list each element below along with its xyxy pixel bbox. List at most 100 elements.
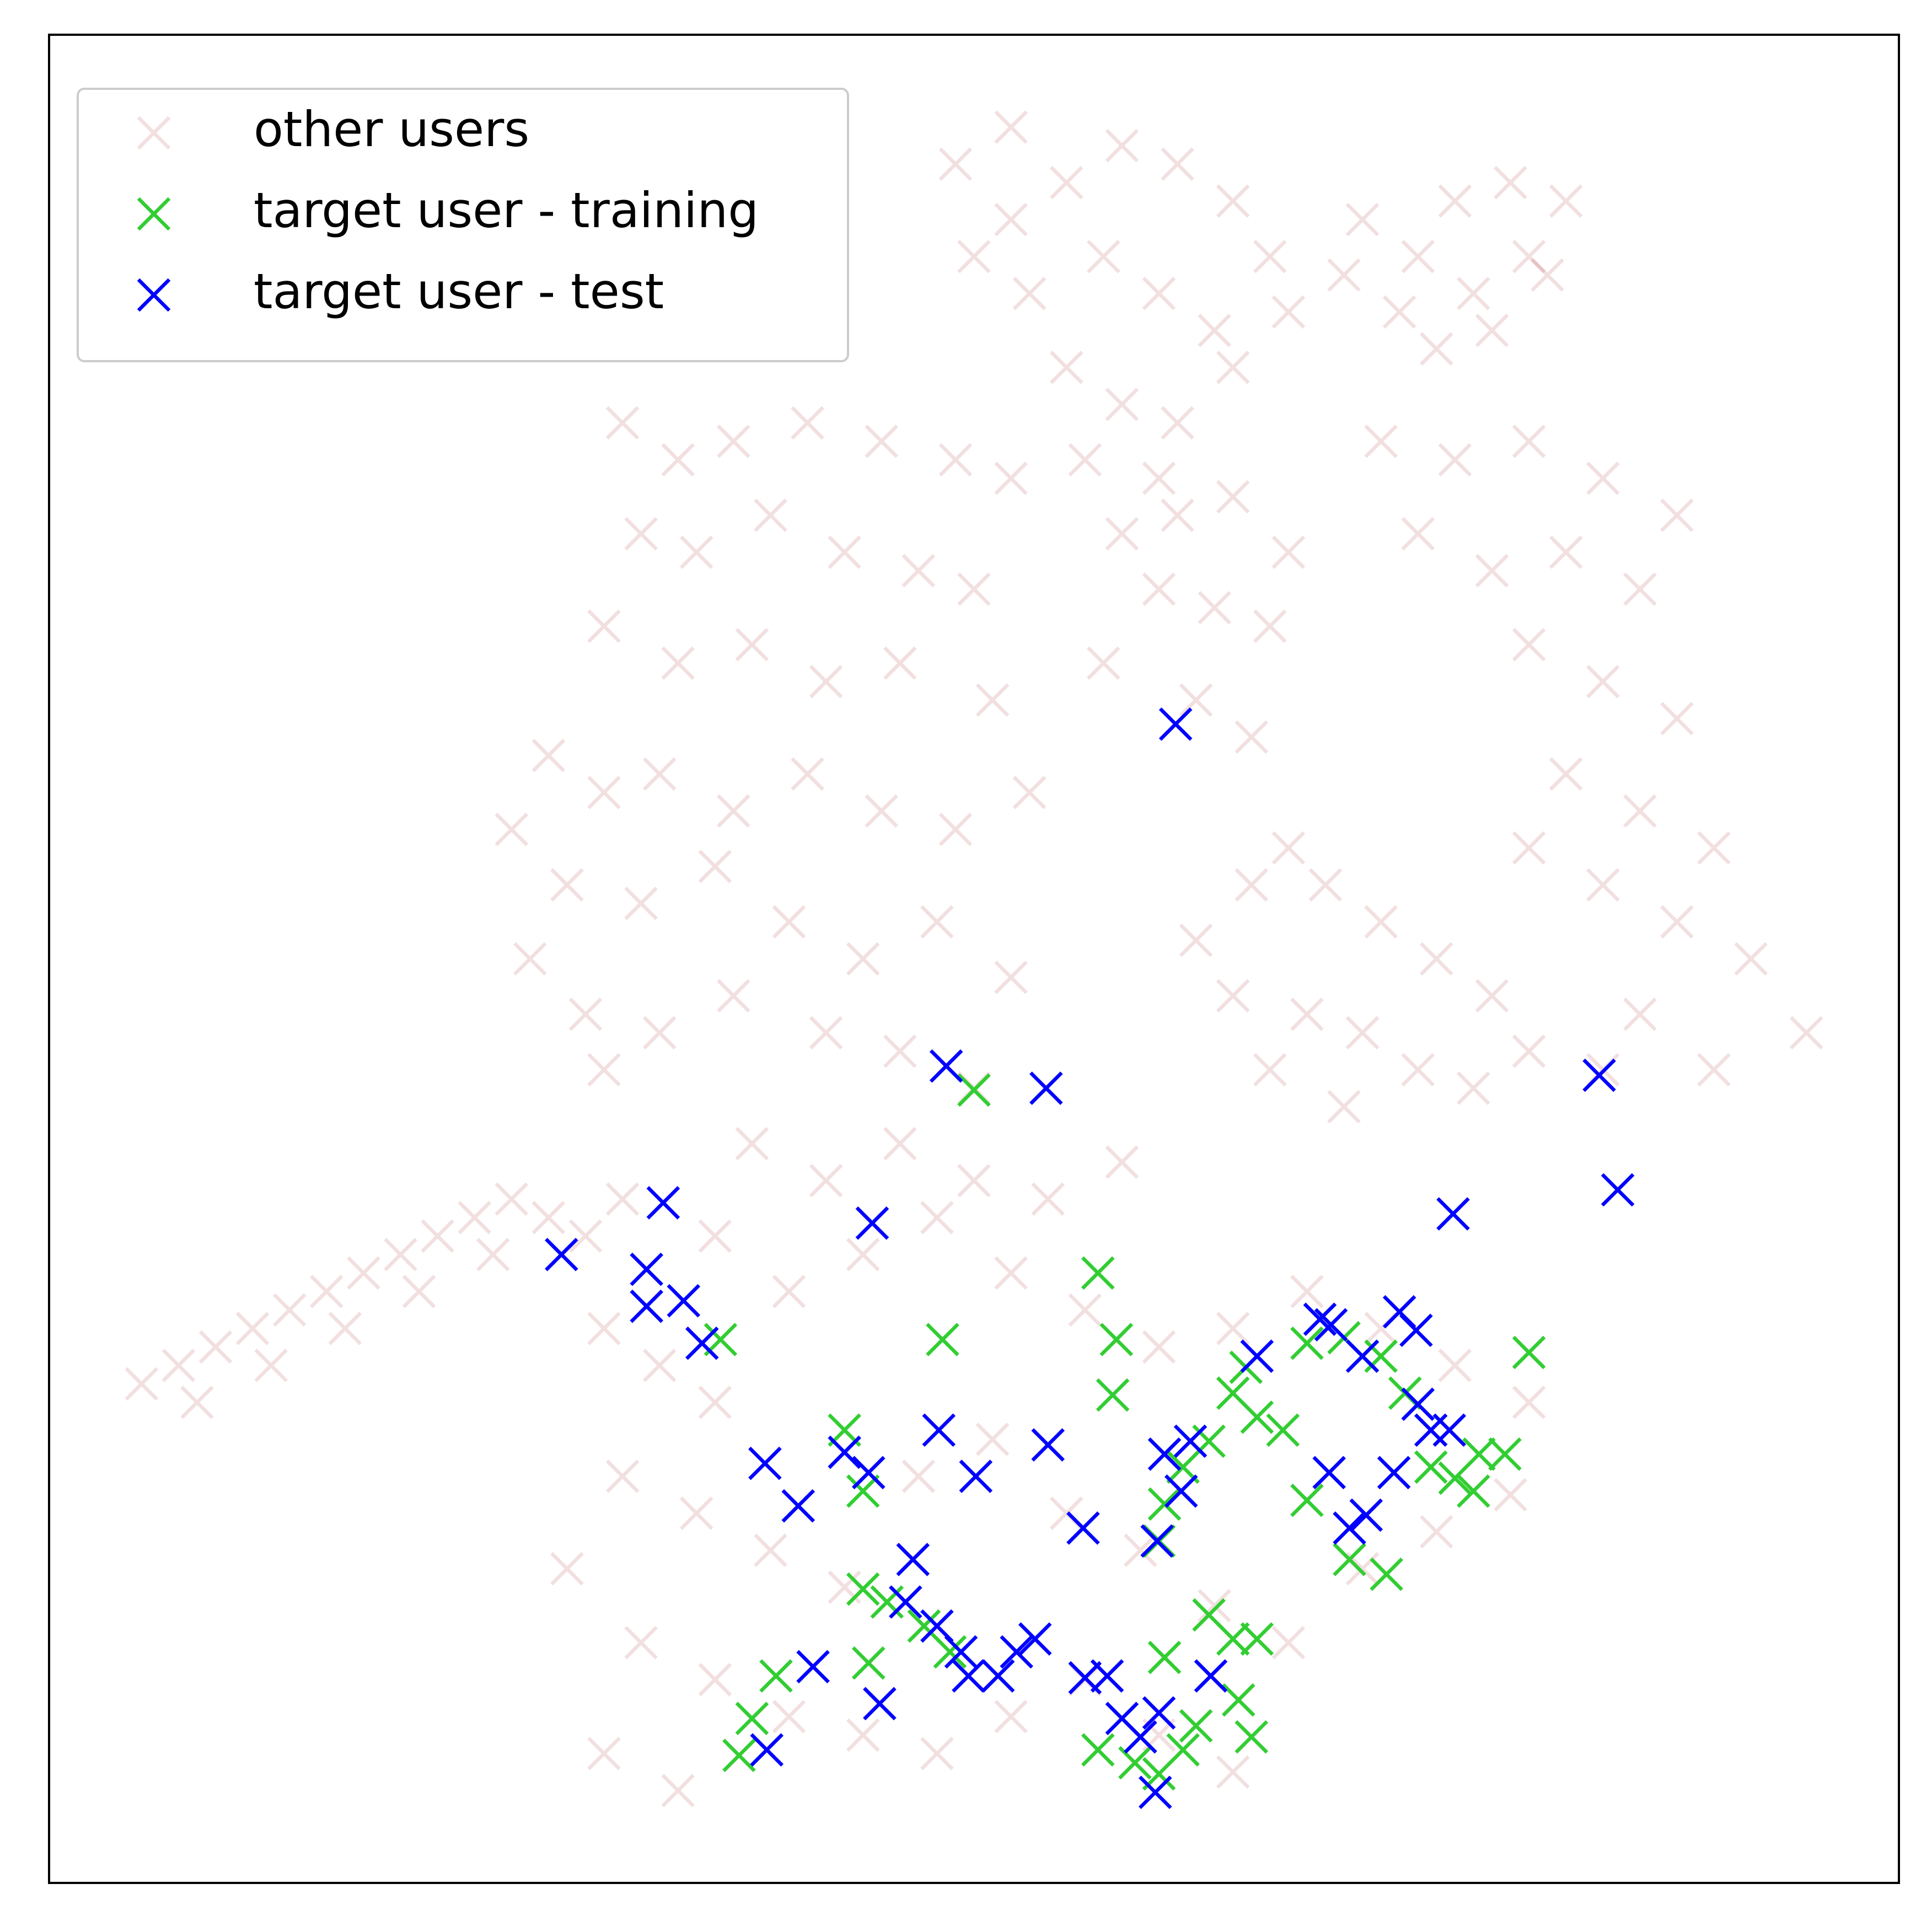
point [883,1034,917,1068]
point [1216,1622,1250,1656]
point [851,1646,886,1680]
point [532,738,566,772]
point [1531,258,1564,292]
point [679,535,713,569]
point [907,1609,941,1643]
point [1068,1293,1102,1327]
point [1216,184,1250,218]
point [1081,1733,1115,1767]
point [828,1435,861,1469]
series [545,707,1635,1810]
point [545,1238,578,1271]
point [1090,1659,1124,1693]
point [944,1635,978,1669]
point [1419,1515,1453,1549]
point [920,1737,954,1770]
point [328,1312,362,1345]
point [1399,1313,1433,1348]
point [1240,1400,1274,1434]
point [587,1737,621,1770]
point [809,1163,843,1198]
point [1142,276,1176,310]
point [162,1349,196,1382]
legend-label: target user - training [254,182,759,239]
point [1198,1588,1231,1623]
point [679,1496,713,1530]
point [901,554,936,588]
point [624,887,658,920]
point [642,1016,677,1050]
point [1142,1330,1176,1364]
point [1623,572,1657,606]
point [865,425,899,458]
point [926,1323,959,1356]
point [1364,905,1398,939]
point [1198,591,1231,625]
point [1147,1437,1182,1471]
point [1290,1326,1324,1360]
point [796,1650,830,1684]
point [1475,979,1509,1013]
point [180,1386,214,1419]
point [1364,425,1398,458]
point [889,1585,922,1619]
point [605,1182,640,1216]
point [1462,1437,1496,1471]
point [994,202,1028,237]
point [1697,1053,1731,1087]
point [846,1238,880,1271]
point [791,757,824,791]
point [1198,314,1231,347]
point [1049,351,1083,384]
point [1382,295,1416,329]
point [1068,443,1102,477]
point [272,1293,307,1327]
legend-label: target user - test [254,263,664,320]
point [1031,1182,1065,1216]
legend: other users target user - training target … [77,88,849,362]
point [1494,1478,1527,1512]
plot-frame [48,34,1900,1884]
point [1789,1016,1823,1050]
point [1549,757,1583,791]
point [1512,831,1546,865]
point [1161,498,1194,532]
point [1096,1378,1130,1412]
point [1105,128,1139,163]
point [1512,1034,1546,1068]
point [1253,239,1287,273]
point [624,517,658,551]
point [1401,517,1435,551]
point [1147,1487,1182,1521]
point [1194,1659,1228,1693]
point [1438,443,1472,477]
point [1049,165,1083,200]
point [646,1186,680,1220]
point [883,1126,917,1161]
point [402,1275,436,1308]
point [865,794,899,828]
point [1438,184,1472,218]
point [698,1386,732,1419]
point [1438,1349,1472,1382]
series [704,1073,1546,1791]
point [550,868,584,902]
point [384,1238,417,1271]
point [309,1275,344,1308]
point [1240,1339,1274,1373]
point [735,1702,769,1735]
point [994,1256,1028,1290]
point [421,1219,454,1253]
point [1601,1173,1635,1207]
point [952,1659,985,1693]
point [754,1533,787,1567]
point [513,942,547,976]
point [661,443,695,477]
point [661,646,695,680]
point [759,1659,793,1693]
point [1333,1543,1366,1576]
point [458,1200,491,1235]
point [994,110,1028,144]
point [1118,1746,1152,1780]
